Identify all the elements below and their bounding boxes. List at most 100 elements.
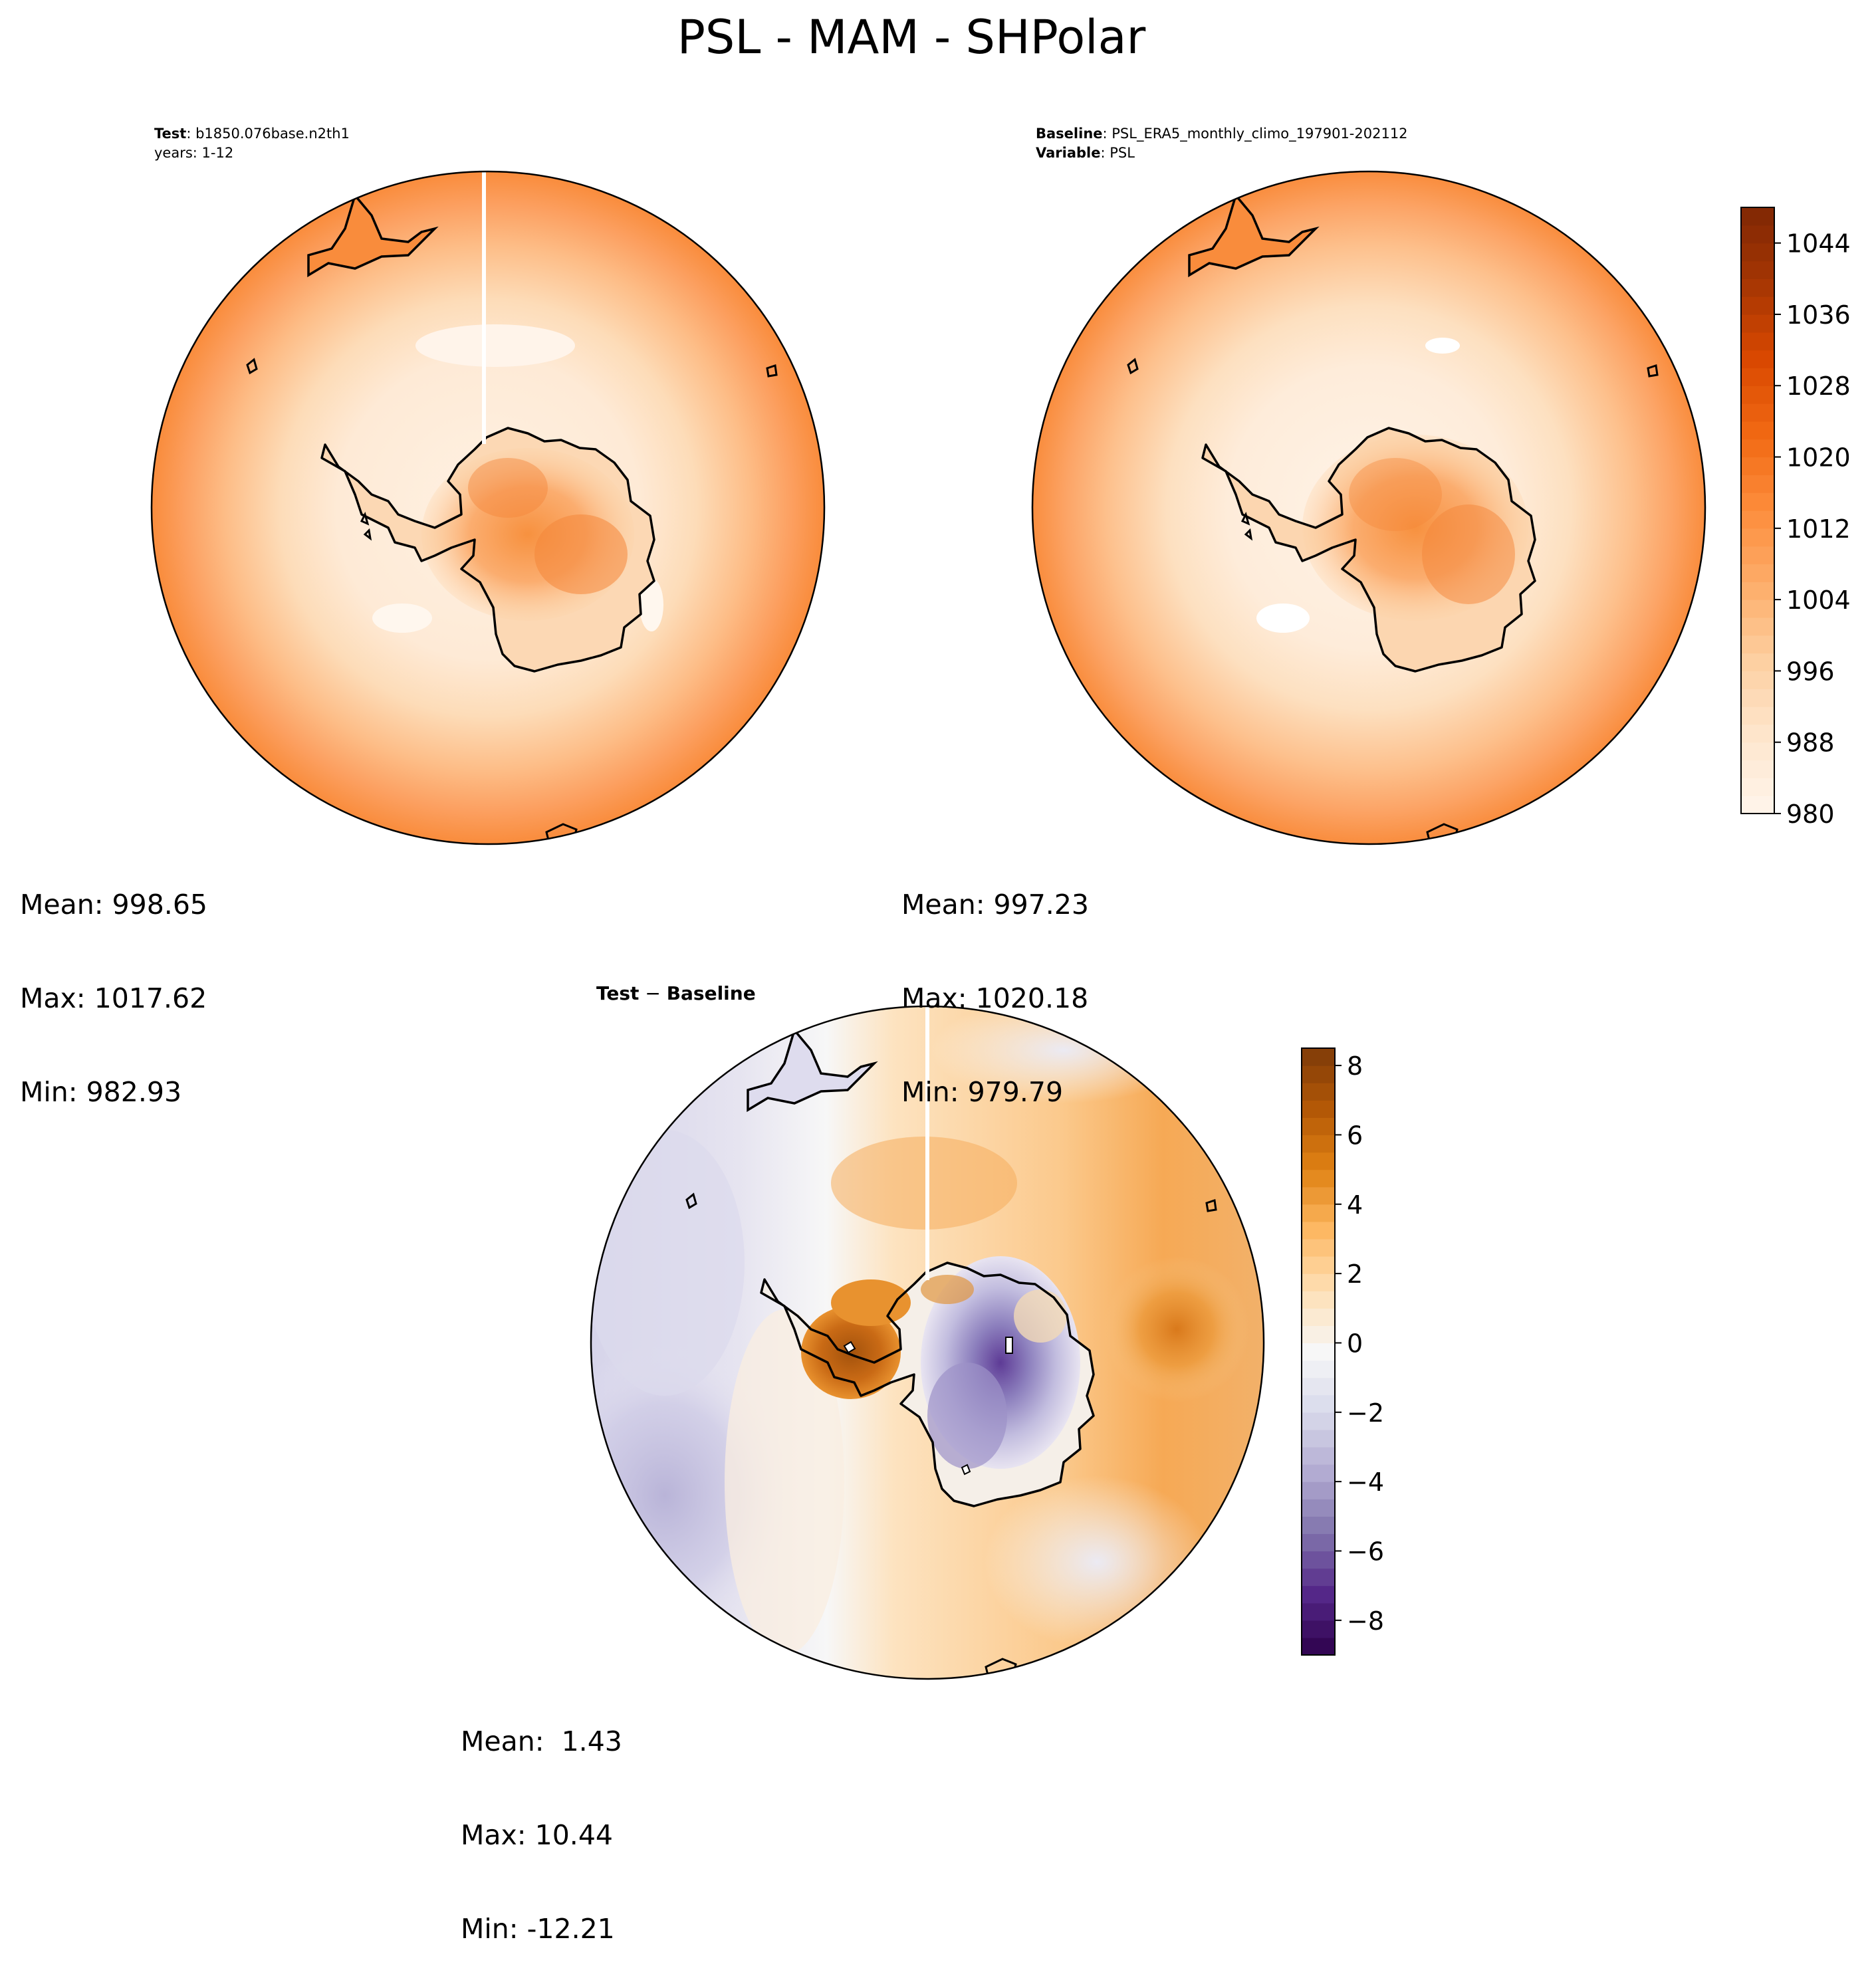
diff-colorbar-band bbox=[1302, 1308, 1335, 1326]
psl-colorbar: 980 988 996 1004 1012 1020 1028 1036 1044 bbox=[1740, 207, 1851, 829]
test-label-bold: Test bbox=[154, 126, 186, 142]
psl-colorbar-band bbox=[1741, 207, 1774, 226]
test-stat-max: Max: 1017.62 bbox=[20, 982, 207, 1014]
diff-colorbar-tick-label: −6 bbox=[1347, 1537, 1384, 1566]
psl-colorbar-band bbox=[1741, 225, 1774, 244]
psl-colorbar-band bbox=[1741, 528, 1774, 547]
psl-colorbar-band bbox=[1741, 546, 1774, 565]
diff-colorbar-band bbox=[1302, 1377, 1335, 1396]
psl-colorbar-tick-label: 996 bbox=[1786, 657, 1835, 686]
diff-colorbar-band bbox=[1302, 1238, 1335, 1257]
diff-colorbar-band bbox=[1302, 1412, 1335, 1430]
diff-colorbar-band bbox=[1302, 1152, 1335, 1170]
test-label-rest: : b1850.076base.n2th1 bbox=[186, 126, 350, 142]
diff-stat-max: Max: 10.44 bbox=[461, 1819, 613, 1851]
diff-stat-min: Min: -12.21 bbox=[461, 1913, 615, 1945]
diff-title-sep: − bbox=[639, 982, 666, 1004]
diff-colorbar: −8 −6 −4 −2 0 2 4 6 8 bbox=[1301, 1047, 1384, 1656]
psl-colorbar-band bbox=[1741, 332, 1774, 351]
psl-colorbar-band bbox=[1741, 421, 1774, 440]
psl-colorbar-band bbox=[1741, 689, 1774, 707]
baseline-stat-mean: Mean: 997.23 bbox=[901, 889, 1090, 921]
psl-colorbar-band bbox=[1741, 368, 1774, 386]
diff-colorbar-band bbox=[1302, 1446, 1335, 1465]
psl-colorbar-tick-label: 980 bbox=[1786, 800, 1835, 829]
psl-colorbar-ticks: 980 988 996 1004 1012 1020 1028 1036 1044 bbox=[1774, 229, 1851, 829]
diff-colorbar-tick-label: −2 bbox=[1347, 1398, 1384, 1428]
psl-colorbar-band bbox=[1741, 296, 1774, 315]
diff-colorbar-tick-label: 8 bbox=[1347, 1051, 1363, 1081]
psl-colorbar-tick-label: 1020 bbox=[1786, 443, 1851, 473]
baseline-label-bold: Baseline bbox=[1036, 126, 1103, 142]
psl-colorbar-band bbox=[1741, 493, 1774, 511]
diff-colorbar-band bbox=[1302, 1602, 1335, 1621]
baseline-panel: Baseline: PSL_ERA5_monthly_climo_197901-… bbox=[1031, 126, 1706, 845]
psl-colorbar-band bbox=[1741, 617, 1774, 636]
diff-colorbar-band bbox=[1302, 1429, 1335, 1448]
figure-title: PSL - MAM - SHPolar bbox=[677, 10, 1146, 64]
baseline-variable-rest: : PSL bbox=[1100, 145, 1135, 161]
diff-colorbar-ticks: −8 −6 −4 −2 0 2 4 6 8 bbox=[1335, 1051, 1384, 1636]
test-panel-label: Test: b1850.076base.n2th1 bbox=[154, 126, 350, 142]
psl-colorbar-band bbox=[1741, 671, 1774, 689]
psl-colorbar-tick-label: 1012 bbox=[1786, 514, 1851, 544]
psl-colorbar-band bbox=[1741, 439, 1774, 458]
psl-colorbar-band bbox=[1741, 760, 1774, 778]
diff-colorbar-band bbox=[1302, 1221, 1335, 1240]
psl-colorbar-band bbox=[1741, 261, 1774, 279]
diff-colorbar-band bbox=[1302, 1048, 1335, 1066]
diff-colorbar-band bbox=[1302, 1464, 1335, 1482]
psl-colorbar-band bbox=[1741, 635, 1774, 654]
diff-colorbar-tick-label: −8 bbox=[1347, 1606, 1384, 1636]
diff-colorbar-band bbox=[1302, 1083, 1335, 1101]
diff-colorbar-bands bbox=[1302, 1048, 1335, 1656]
diff-colorbar-band bbox=[1302, 1585, 1335, 1604]
diff-stats: Mean: 1.43 Max: 10.44 Min: -12.21 bbox=[461, 1664, 622, 1976]
baseline-map-border bbox=[1031, 170, 1706, 845]
psl-colorbar-tick-label: 1028 bbox=[1786, 372, 1851, 401]
diff-colorbar-tick-label: 6 bbox=[1347, 1121, 1363, 1150]
diff-colorbar-band bbox=[1302, 1482, 1335, 1499]
psl-colorbar-band bbox=[1741, 707, 1774, 725]
baseline-panel-variable: Variable: PSL bbox=[1036, 145, 1135, 161]
diff-colorbar-band bbox=[1302, 1169, 1335, 1188]
diff-colorbar-band bbox=[1302, 1117, 1335, 1136]
diff-colorbar-band bbox=[1302, 1273, 1335, 1291]
test-panel-years: years: 1-12 bbox=[154, 145, 233, 161]
psl-colorbar-bands bbox=[1741, 207, 1774, 814]
psl-colorbar-band bbox=[1741, 403, 1774, 422]
psl-colorbar-band bbox=[1741, 457, 1774, 475]
diff-title-baseline: Baseline bbox=[667, 982, 756, 1004]
psl-colorbar-frame bbox=[1740, 207, 1775, 814]
baseline-map bbox=[1032, 171, 1705, 844]
psl-colorbar-band bbox=[1741, 600, 1774, 618]
baseline-stat-min: Min: 979.79 bbox=[901, 1076, 1064, 1108]
psl-colorbar-band bbox=[1741, 385, 1774, 404]
psl-colorbar-band bbox=[1741, 510, 1774, 529]
baseline-panel-label: Baseline: PSL_ERA5_monthly_climo_197901-… bbox=[1036, 126, 1408, 142]
psl-colorbar-tick-label: 988 bbox=[1786, 728, 1835, 758]
psl-colorbar-band bbox=[1741, 724, 1774, 743]
diff-colorbar-band bbox=[1302, 1100, 1335, 1118]
baseline-stats: Mean: 997.23 Max: 1020.18 Min: 979.79 bbox=[901, 827, 1089, 1139]
psl-colorbar-band bbox=[1741, 564, 1774, 582]
diff-colorbar-band bbox=[1302, 1551, 1335, 1569]
psl-colorbar-band bbox=[1741, 278, 1774, 297]
diff-colorbar-band bbox=[1302, 1325, 1335, 1344]
psl-colorbar-band bbox=[1741, 314, 1774, 333]
psl-colorbar-band bbox=[1741, 653, 1774, 672]
diff-colorbar-band bbox=[1302, 1360, 1335, 1378]
psl-colorbar-tick-label: 1004 bbox=[1786, 586, 1851, 615]
test-stat-min: Min: 982.93 bbox=[20, 1076, 182, 1108]
psl-colorbar-tick-label: 1044 bbox=[1786, 229, 1851, 259]
diff-stat-mean: Mean: 1.43 bbox=[461, 1725, 622, 1757]
diff-map-border bbox=[590, 1005, 1265, 1680]
baseline-stat-max: Max: 1020.18 bbox=[901, 982, 1089, 1014]
baseline-label-rest: : PSL_ERA5_monthly_climo_197901-202112 bbox=[1103, 126, 1408, 142]
diff-colorbar-tick-label: 2 bbox=[1347, 1260, 1363, 1289]
psl-colorbar-band bbox=[1741, 243, 1774, 262]
diff-colorbar-band bbox=[1302, 1394, 1335, 1413]
diff-colorbar-band bbox=[1302, 1637, 1335, 1656]
diff-colorbar-band bbox=[1302, 1343, 1335, 1361]
diff-colorbar-tick-label: 4 bbox=[1347, 1190, 1363, 1220]
